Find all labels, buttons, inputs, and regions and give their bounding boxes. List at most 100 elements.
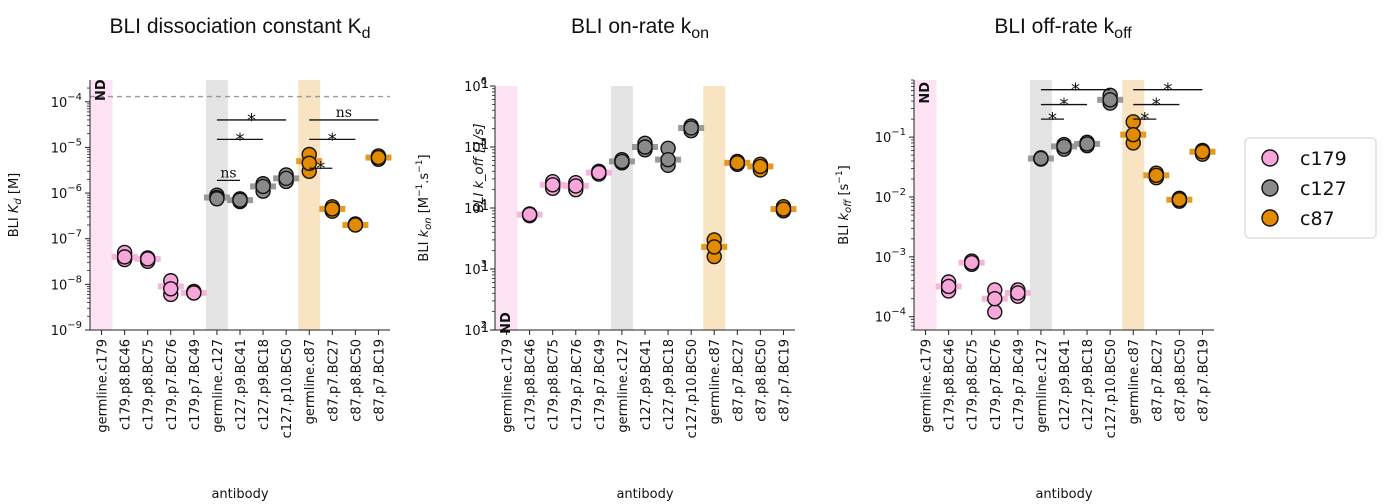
significance-label: * [1140,109,1149,130]
y-tick-label: 103 [464,259,487,278]
data-point [116,249,133,265]
significance-label: ns [220,165,236,181]
x-tick-label: germline.c87 [303,339,318,424]
significance-label: * [1163,80,1172,101]
data-point [1010,285,1026,301]
data-point [1079,136,1095,152]
data-point [209,191,225,207]
x-tick-label: germline.c87 [708,339,723,424]
x-tick-label: c179.p8.BC46 [119,339,134,430]
legend-label-c127: c127 [1300,178,1347,200]
data-point [568,178,584,194]
data-point [255,178,271,195]
y-tick-label: 104 [464,198,487,217]
y-tick-label: 10−7 [51,229,82,248]
x-tick-label: c127.p9.BC41 [234,339,249,430]
x-tick-label: germline.c127 [211,339,226,433]
ghost-y-label: BLI k_off [1/s] [472,123,487,212]
y-tick-label: 10−5 [51,137,82,156]
legend-label-c87: c87 [1300,208,1335,230]
x-tick-label: c87.p7.BC19 [372,339,387,422]
x-tick-label: c179.p7.BC49 [1012,339,1027,430]
x-tick-label: c179.p8.BC75 [966,339,981,430]
ghost-tick-label: 1 [481,260,489,275]
x-tick-label: c179.p7.BC76 [989,339,1004,430]
x-tick-label: c127.p9.BC41 [639,339,654,430]
data-point [1171,192,1188,208]
x-tick-label: c179.p8.BC46 [524,339,539,430]
not-detected-label: ND [94,79,109,101]
x-tick-label: c179.p7.BC49 [188,339,203,430]
data-point [729,155,746,171]
data-point [940,278,957,295]
x-tick-label: germline.c87 [1127,339,1142,424]
x-tick-label: c127.p10.BC50 [685,339,700,438]
x-tick-label: c127.p10.BC50 [1104,339,1119,438]
germline-band-c179 [495,86,518,330]
data-point [1056,138,1072,155]
x-tick-label: c179.p7.BC76 [165,339,180,430]
x-tick-label: c87.p8.BC50 [349,339,364,422]
y-tick-label: 10−1 [875,127,906,146]
x-tick-label: germline.c179 [920,339,935,433]
data-point [370,149,387,166]
y-tick-label: 10−4 [51,92,82,111]
legend: c179 c127 c87 [1244,137,1377,239]
data-point [186,285,202,301]
ghost-tick-label: 1 [481,321,489,336]
y-tick-label: 10−6 [51,183,82,202]
x-axis-label: antibody [211,487,268,502]
data-point [660,151,676,168]
x-tick-label: c87.p7.BC19 [1196,339,1211,422]
data-point [163,281,179,297]
data-point [521,206,538,223]
ghost-tick-label: 1 [481,138,489,153]
germline-band-c179 [90,80,113,330]
x-tick-label: c87.p7.BC27 [1150,339,1165,422]
y-tick-label: 102 [464,320,487,339]
x-tick-label: germline.c179 [96,339,111,433]
data-point [544,177,561,193]
x-tick-label: c127.p9.BC41 [1058,339,1073,430]
x-tick-label: c179.p8.BC75 [547,339,562,430]
data-point [278,170,294,187]
y-axis-label: BLI koff [s−1] [835,165,854,244]
germline-band-c127 [610,86,633,330]
data-point [752,158,769,175]
data-point [232,192,248,208]
x-tick-label: germline.c127 [1035,339,1050,433]
legend-marker-c179 [1261,149,1279,167]
significance-label: ns [336,105,352,121]
x-tick-label: germline.c179 [501,339,516,433]
significance-label: * [247,110,256,131]
legend-label-c179: c179 [1300,148,1347,170]
significance-label: * [1048,109,1057,130]
y-tick-label: 105 [464,137,487,156]
data-point [347,217,364,233]
significance-label: * [236,129,245,150]
data-point [614,153,630,170]
data-point [637,139,653,155]
y-axis-label: BLI kon [M−1.s−1] [415,154,434,261]
legend-frame [1244,137,1377,239]
germline-band-c87 [298,80,321,330]
germline-band-c127 [1029,80,1052,330]
x-tick-label: germline.c127 [616,339,631,433]
data-point [139,251,156,267]
germline-band-c179 [914,80,937,330]
chart-panel-1: BLI dissociation constant Kd 10−9 10−8 10−7… [7,15,392,502]
x-axis-label: antibody [616,487,673,502]
data-point [1033,150,1049,167]
y-axis-label: BLI Kd [M] [7,173,24,238]
x-tick-label: c87.p8.BC50 [754,339,769,422]
x-tick-label: c127.p10.BC50 [280,339,295,438]
x-axis-label: antibody [1035,487,1092,502]
x-tick-label: c127.p9.BC18 [257,339,272,430]
chart-title: BLI off-rate koff [994,15,1132,42]
y-tick-label: 10−3 [875,247,906,266]
data-point [987,304,1003,320]
x-tick-label: c87.p8.BC50 [1173,339,1188,422]
y-tick-label: 10−2 [875,187,906,206]
